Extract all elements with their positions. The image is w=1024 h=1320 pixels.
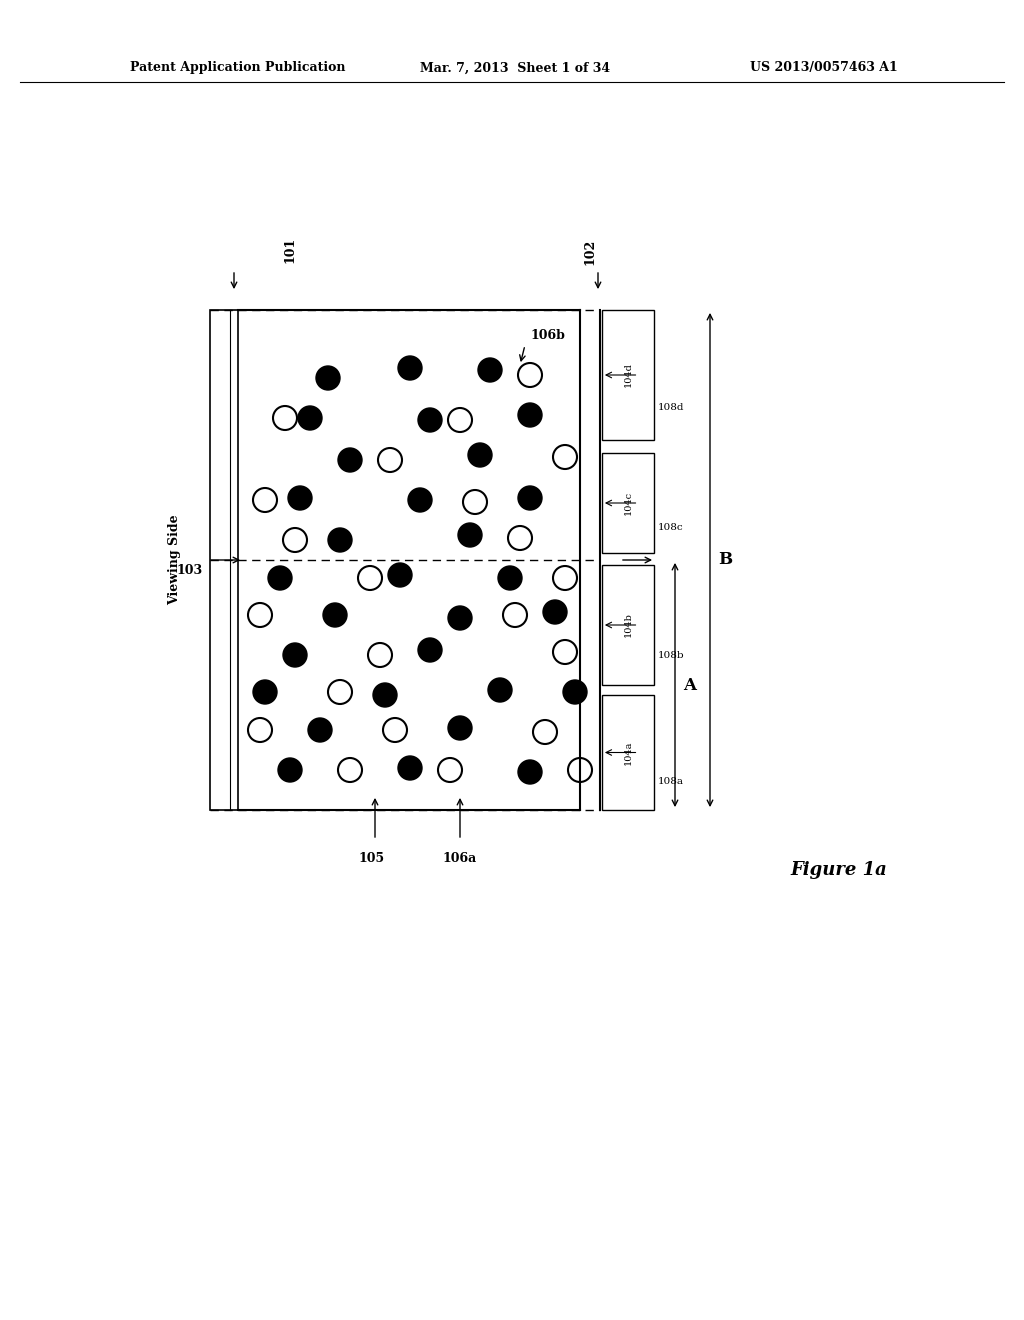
Text: 104b: 104b <box>624 612 633 638</box>
Circle shape <box>543 601 567 624</box>
Circle shape <box>498 566 522 590</box>
Circle shape <box>338 447 362 473</box>
Text: Patent Application Publication: Patent Application Publication <box>130 62 345 74</box>
Text: 103: 103 <box>177 564 203 577</box>
Text: 106a: 106a <box>442 851 477 865</box>
Text: 108b: 108b <box>658 651 685 660</box>
Text: 108d: 108d <box>658 403 684 412</box>
Circle shape <box>449 606 472 630</box>
Text: B: B <box>718 552 732 569</box>
Text: A: A <box>683 676 696 693</box>
Text: 104c: 104c <box>624 491 633 515</box>
Text: 106b: 106b <box>530 329 565 342</box>
Circle shape <box>288 486 312 510</box>
Circle shape <box>478 358 502 381</box>
Circle shape <box>268 566 292 590</box>
Text: 104d: 104d <box>624 363 633 388</box>
Circle shape <box>488 678 512 702</box>
Bar <box>602 453 654 553</box>
Circle shape <box>468 444 492 467</box>
Circle shape <box>283 643 307 667</box>
Circle shape <box>323 603 347 627</box>
Circle shape <box>408 488 432 512</box>
Text: 101: 101 <box>284 236 297 263</box>
Circle shape <box>518 486 542 510</box>
Circle shape <box>253 680 278 704</box>
Circle shape <box>518 403 542 426</box>
Circle shape <box>316 366 340 389</box>
Circle shape <box>398 756 422 780</box>
Circle shape <box>373 682 397 708</box>
Circle shape <box>398 356 422 380</box>
Text: 108c: 108c <box>658 524 684 532</box>
Text: 104a: 104a <box>624 741 633 764</box>
Text: Viewing Side: Viewing Side <box>169 515 181 606</box>
Text: 108a: 108a <box>658 776 684 785</box>
Circle shape <box>518 760 542 784</box>
Circle shape <box>328 528 352 552</box>
Circle shape <box>418 408 442 432</box>
Circle shape <box>458 523 482 546</box>
Circle shape <box>278 758 302 781</box>
Circle shape <box>449 715 472 741</box>
Circle shape <box>388 564 412 587</box>
Text: 105: 105 <box>359 851 385 865</box>
Text: US 2013/0057463 A1: US 2013/0057463 A1 <box>750 62 898 74</box>
Circle shape <box>563 680 587 704</box>
Bar <box>602 310 654 440</box>
Text: Mar. 7, 2013  Sheet 1 of 34: Mar. 7, 2013 Sheet 1 of 34 <box>420 62 610 74</box>
Circle shape <box>308 718 332 742</box>
Bar <box>602 565 654 685</box>
Text: Figure 1a: Figure 1a <box>790 861 887 879</box>
Circle shape <box>298 407 322 430</box>
Text: 102: 102 <box>584 239 597 265</box>
Bar <box>210 310 238 810</box>
Circle shape <box>418 638 442 663</box>
Bar <box>602 696 654 810</box>
